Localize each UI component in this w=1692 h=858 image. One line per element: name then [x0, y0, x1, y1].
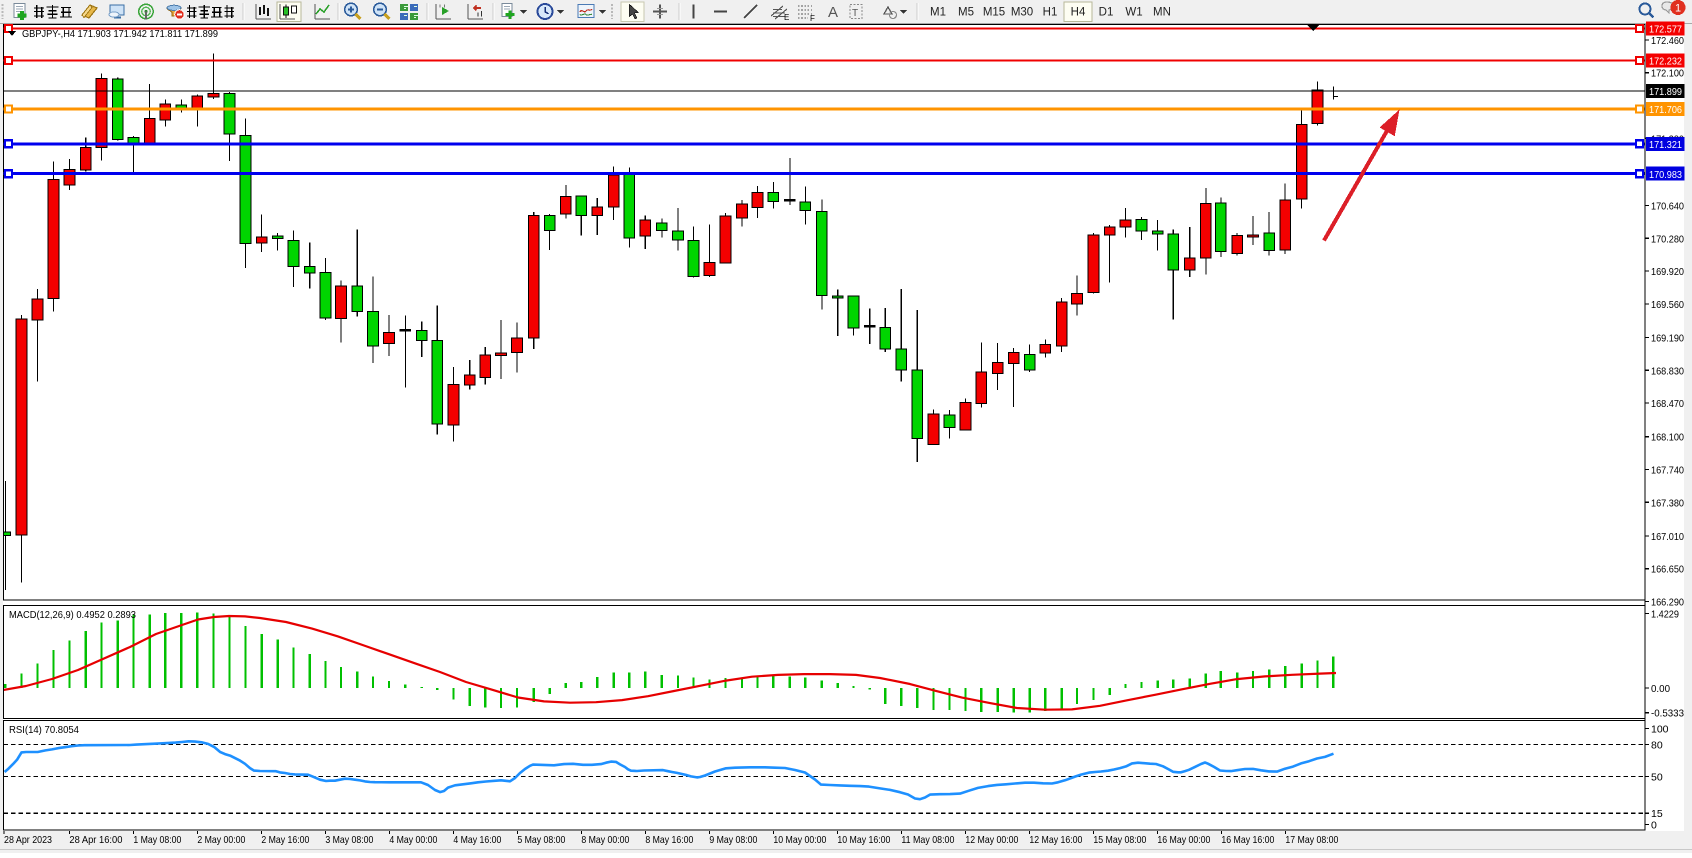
svg-text:3 May 08:00: 3 May 08:00: [325, 835, 373, 846]
svg-text:17 May 08:00: 17 May 08:00: [1285, 835, 1338, 846]
svg-text:1: 1: [1675, 3, 1681, 15]
svg-text:F: F: [810, 14, 815, 23]
svg-text:4 May 16:00: 4 May 16:00: [453, 835, 501, 846]
svg-text:5 May 08:00: 5 May 08:00: [517, 835, 565, 846]
svg-text:GBPJPY-,H4 171.903 171.942 17: GBPJPY-,H4 171.903 171.942 171.811 171.8…: [22, 28, 218, 40]
svg-text:2 May 00:00: 2 May 00:00: [197, 835, 245, 846]
svg-text:8 May 16:00: 8 May 16:00: [645, 835, 693, 846]
svg-text:RSI(14) 70.8054: RSI(14) 70.8054: [9, 724, 79, 736]
svg-text:166.290: 166.290: [1651, 597, 1684, 609]
svg-text:169.190: 169.190: [1651, 333, 1684, 345]
svg-text:170.983: 170.983: [1649, 169, 1682, 181]
svg-text:12 May 00:00: 12 May 00:00: [965, 835, 1018, 846]
svg-text:D1: D1: [1099, 7, 1114, 19]
svg-text:172.577: 172.577: [1649, 24, 1682, 36]
svg-text:0.00: 0.00: [1651, 683, 1670, 695]
svg-text:2 May 16:00: 2 May 16:00: [261, 835, 309, 846]
svg-text:171.321: 171.321: [1649, 139, 1682, 151]
svg-text:169.920: 169.920: [1651, 266, 1684, 278]
svg-text:T: T: [852, 8, 858, 19]
svg-text:M30: M30: [1011, 7, 1033, 19]
svg-text:28 Apr 2023: 28 Apr 2023: [4, 835, 52, 846]
svg-text:0: 0: [1651, 820, 1657, 832]
svg-text:50: 50: [1651, 771, 1663, 783]
svg-text:172.460: 172.460: [1651, 35, 1684, 47]
svg-text:H1: H1: [1043, 7, 1058, 19]
svg-text:12 May 16:00: 12 May 16:00: [1029, 835, 1082, 846]
svg-text:M15: M15: [983, 7, 1005, 19]
svg-text:171.899: 171.899: [1649, 86, 1682, 98]
svg-text:16 May 16:00: 16 May 16:00: [1221, 835, 1274, 846]
svg-text:8 May 00:00: 8 May 00:00: [581, 835, 629, 846]
svg-text:10 May 00:00: 10 May 00:00: [773, 835, 826, 846]
svg-text:168.470: 168.470: [1651, 398, 1684, 410]
svg-text:168.830: 168.830: [1651, 365, 1684, 377]
svg-text:10 May 16:00: 10 May 16:00: [837, 835, 890, 846]
svg-text:171.706: 171.706: [1649, 104, 1682, 116]
svg-text:-0.5333: -0.5333: [1651, 708, 1684, 720]
svg-text:28 Apr 16:00: 28 Apr 16:00: [69, 835, 122, 846]
svg-text:11 May 08:00: 11 May 08:00: [901, 835, 954, 846]
svg-text:172.100: 172.100: [1651, 68, 1684, 80]
svg-text:167.740: 167.740: [1651, 465, 1684, 477]
svg-text:M5: M5: [958, 7, 974, 19]
svg-text:MN: MN: [1153, 7, 1171, 19]
svg-text:170.640: 170.640: [1651, 201, 1684, 213]
svg-text:16 May 00:00: 16 May 00:00: [1157, 835, 1210, 846]
svg-text:169.560: 169.560: [1651, 299, 1684, 311]
svg-text:80: 80: [1651, 740, 1663, 752]
svg-text:H4: H4: [1071, 7, 1086, 19]
svg-text:168.100: 168.100: [1651, 432, 1684, 444]
svg-text:M1: M1: [930, 7, 946, 19]
svg-text:1 May 08:00: 1 May 08:00: [133, 835, 181, 846]
svg-text:9 May 08:00: 9 May 08:00: [709, 835, 757, 846]
svg-text:A: A: [828, 4, 838, 21]
svg-text:E: E: [784, 13, 789, 22]
svg-text:166.650: 166.650: [1651, 564, 1684, 576]
svg-text:170.280: 170.280: [1651, 233, 1684, 245]
svg-text:167.380: 167.380: [1651, 497, 1684, 509]
svg-text:172.232: 172.232: [1649, 56, 1682, 68]
svg-text:MACD(12,26,9) 0.4952 0.2893: MACD(12,26,9) 0.4952 0.2893: [9, 609, 136, 621]
svg-text:15 May 08:00: 15 May 08:00: [1093, 835, 1146, 846]
svg-text:1.4229: 1.4229: [1651, 609, 1679, 621]
svg-text:167.010: 167.010: [1651, 531, 1684, 543]
svg-text:100: 100: [1651, 724, 1669, 736]
svg-text:4 May 00:00: 4 May 00:00: [389, 835, 437, 846]
svg-text:W1: W1: [1125, 7, 1142, 19]
svg-text:15: 15: [1651, 808, 1663, 820]
